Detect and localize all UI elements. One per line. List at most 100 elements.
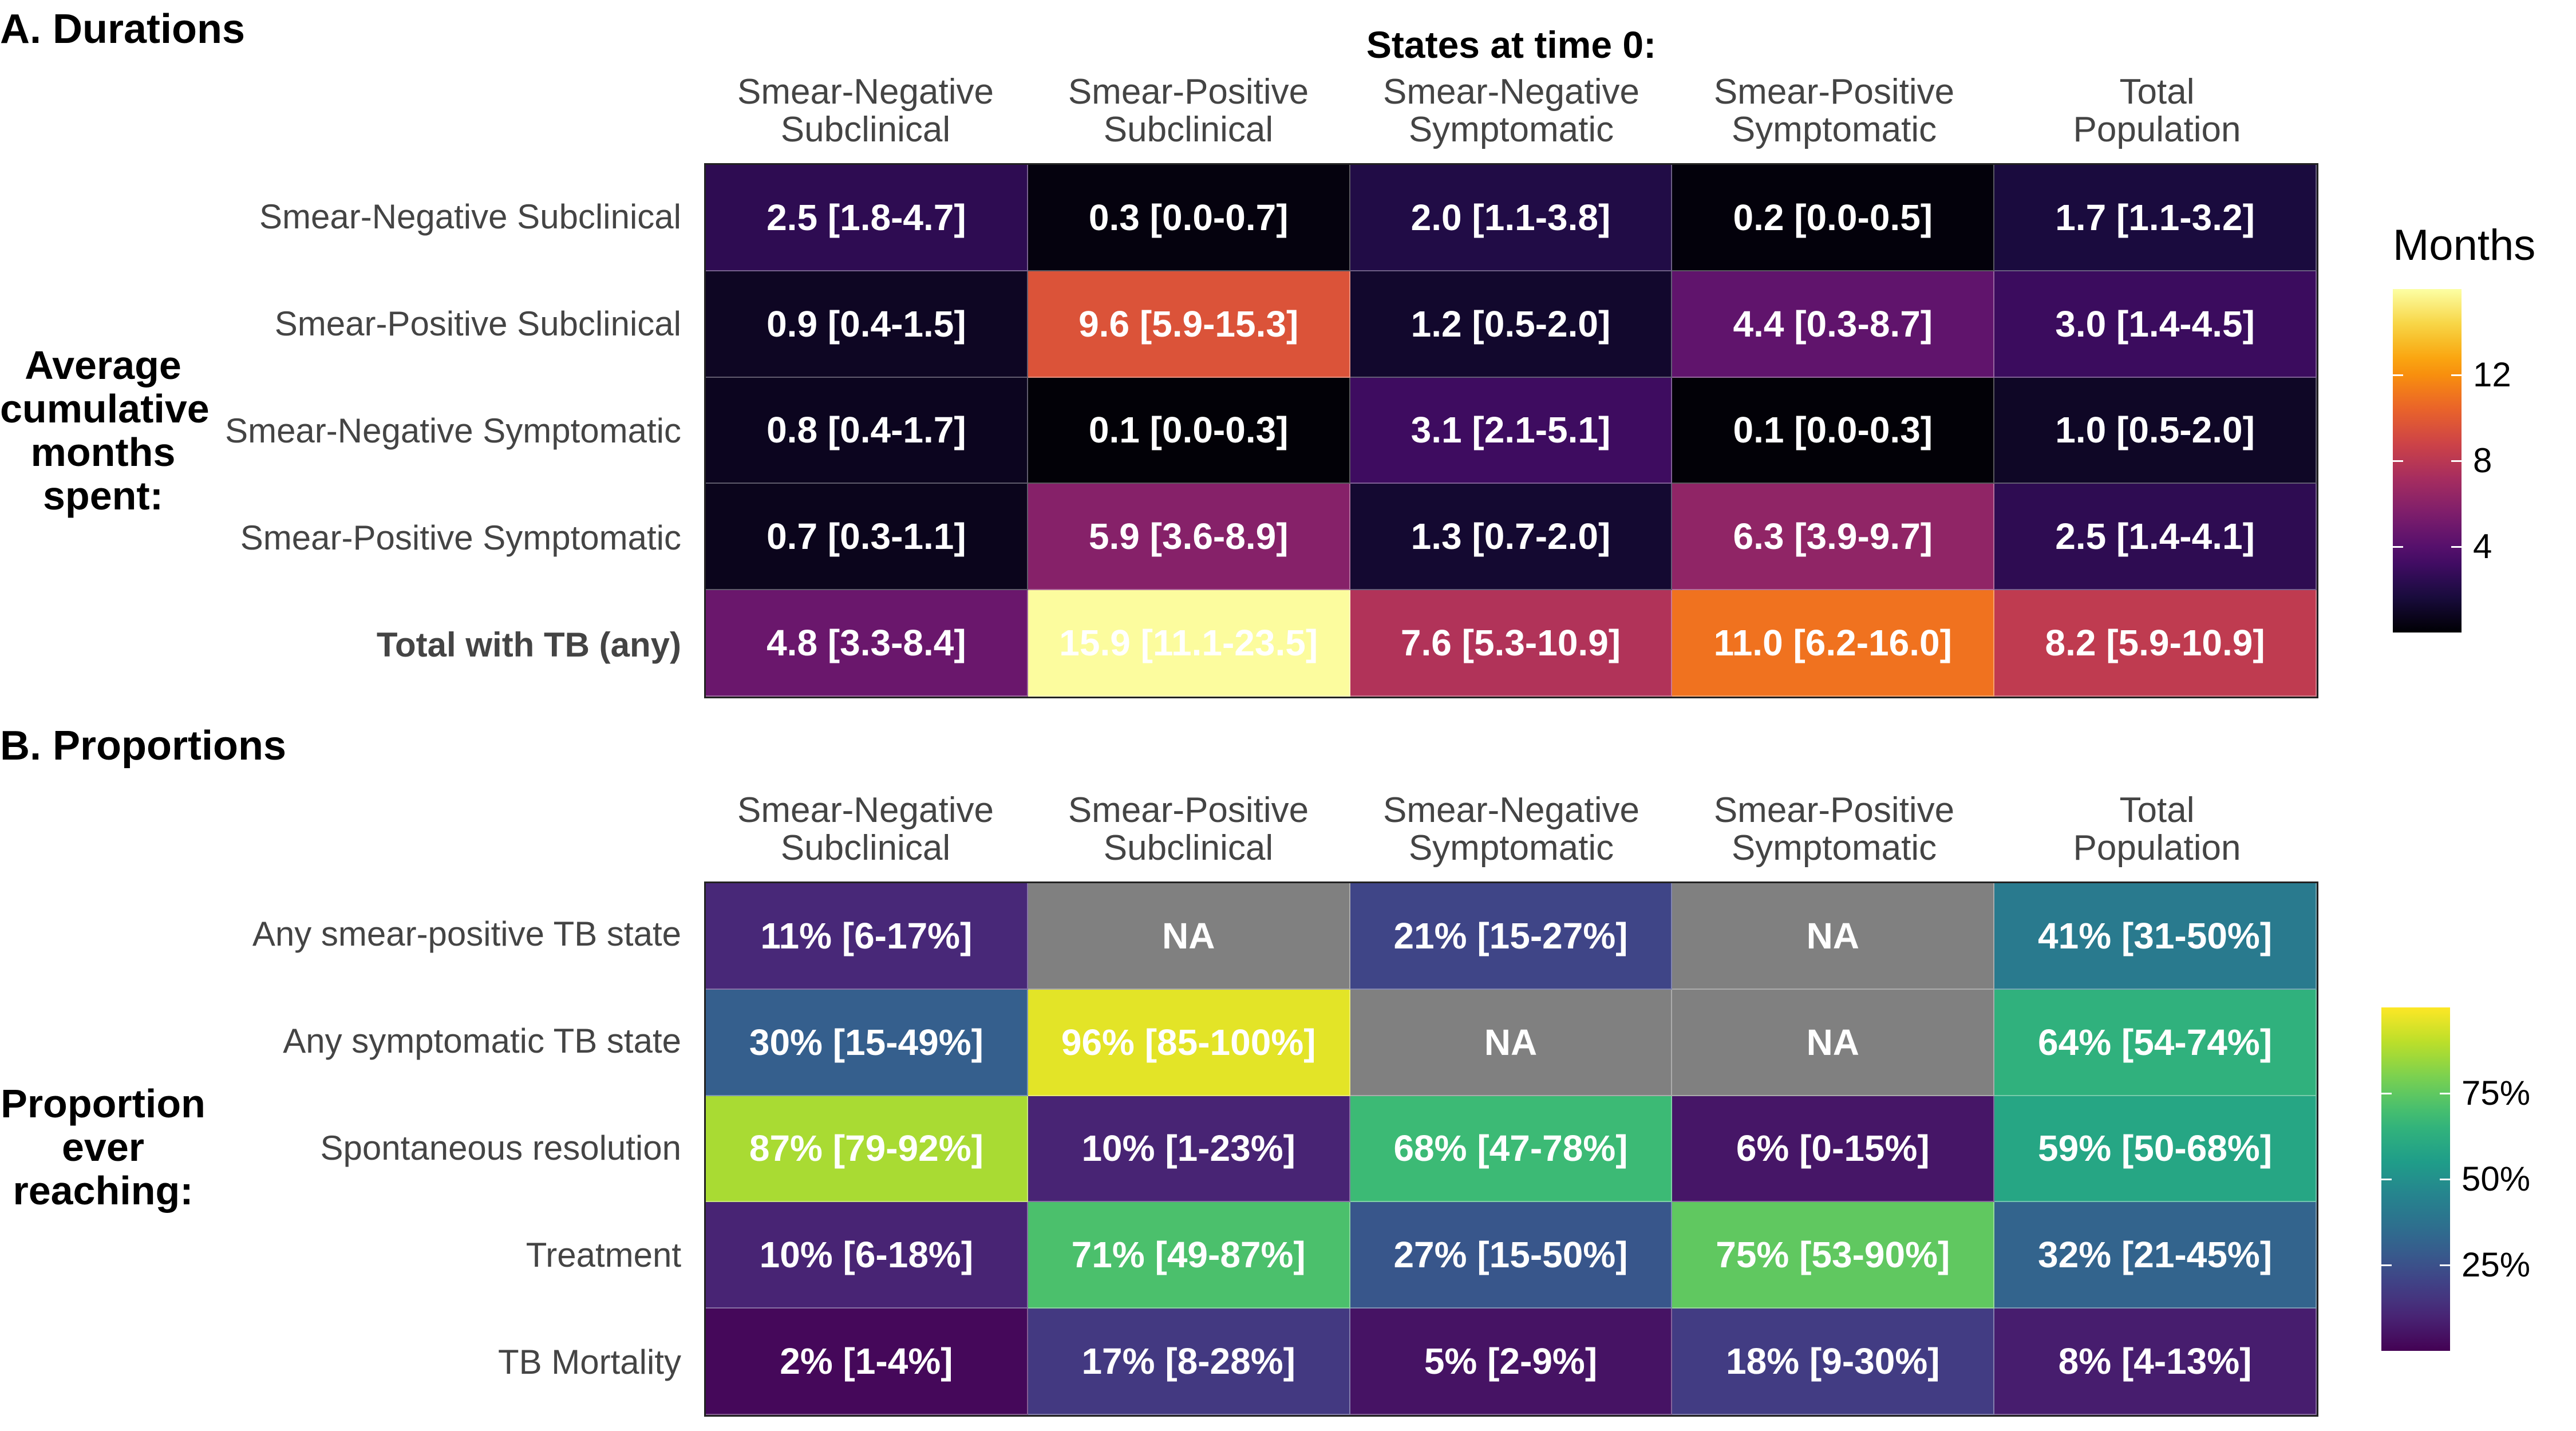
colorbar-tick (2451, 546, 2462, 548)
heatmap-cell-na: NA (1028, 883, 1350, 990)
colorbar-tick-label: 8 (2473, 441, 2492, 480)
legend-a-colorbar: 4 8 12 (2393, 289, 2511, 633)
heatmap-cell: 87% [79-92%] (706, 1096, 1028, 1203)
heatmap-cell: 3.1 [2.1-5.1] (1350, 377, 1673, 484)
heatmap-cell: 0.7 [0.3-1.1] (706, 484, 1028, 591)
panel-a-row-axis-label: Average cumulative months spent: (0, 343, 210, 518)
heatmap-cell: 4.4 [0.3-8.7] (1672, 271, 1995, 378)
panel-b-title: B. Proportions (0, 723, 286, 769)
heatmap-cell: 10% [1-23%] (1028, 1096, 1350, 1203)
states-at-time-0-header: States at time 0: (1366, 23, 1657, 66)
colorbar-gradient (2393, 289, 2462, 633)
heatmap-cell: 4.8 [3.3-8.4] (706, 590, 1028, 697)
colorbar-tick-label: 75% (2462, 1074, 2531, 1112)
heatmap-cell: 8% [4-13%] (1994, 1309, 2317, 1415)
colorbar-gradient (2381, 1007, 2450, 1351)
colorbar-tick (2393, 546, 2403, 548)
heatmap-cell: 30% [15-49%] (706, 989, 1028, 1096)
heatmap-cell: 7.6 [5.3-10.9] (1350, 590, 1673, 697)
heatmap-cell: 1.7 [1.1-3.2] (1994, 165, 2317, 271)
heatmap-cell: 2% [1-4%] (706, 1309, 1028, 1415)
heatmap-cell: 9.6 [5.9-15.3] (1028, 271, 1350, 378)
row-label: Smear-Positive Subclinical (274, 305, 681, 343)
proportions-heatmap: 11% [6-17%] NA 21% [15-27%] NA 41% [31-50%] 3… (704, 881, 2318, 1417)
heatmap-cell: 71% [49-87%] (1028, 1202, 1350, 1309)
heatmap-cell: 1.2 [0.5-2.0] (1350, 271, 1673, 378)
colorbar-tick-label: 50% (2462, 1160, 2531, 1198)
heatmap-cell: 68% [47-78%] (1350, 1096, 1673, 1203)
panel-b-column-headers: Smear-Negative Subclinical Smear-Positiv… (704, 787, 2318, 879)
column-header: Smear-Negative Subclinical (737, 790, 994, 868)
colorbar-tick-label: 4 (2473, 527, 2492, 566)
colorbar-tick-label: 25% (2462, 1246, 2531, 1284)
colorbar-tick-label: 12 (2473, 355, 2511, 394)
colorbar-tick (2393, 460, 2403, 462)
row-label: Spontaneous resolution (320, 1129, 681, 1167)
heatmap-cell: 32% [21-45%] (1994, 1202, 2317, 1309)
row-label: Any symptomatic TB state (283, 1022, 681, 1060)
colorbar-tick (2393, 374, 2403, 376)
heatmap-cell-na: NA (1672, 989, 1995, 1096)
heatmap-cell: 0.3 [0.0-0.7] (1028, 165, 1350, 271)
heatmap-cell: 8.2 [5.9-10.9] (1994, 590, 2317, 697)
row-label: Treatment (526, 1236, 681, 1274)
heatmap-cell: 3.0 [1.4-4.5] (1994, 271, 2317, 378)
colorbar-tick (2440, 1179, 2450, 1180)
row-label: Smear-Negative Subclinical (259, 197, 681, 236)
row-label: Smear-Positive Symptomatic (240, 519, 681, 557)
colorbar-tick (2381, 1264, 2392, 1266)
colorbar-tick (2440, 1264, 2450, 1266)
heatmap-cell: 0.2 [0.0-0.5] (1672, 165, 1995, 271)
legend-a-title: Months (2393, 221, 2536, 270)
heatmap-cell: 59% [50-68%] (1994, 1096, 2317, 1203)
panel-a-title: A. Durations (0, 6, 246, 52)
column-header: Smear-Positive Symptomatic (1713, 72, 1955, 149)
heatmap-cell: 2.5 [1.4-4.1] (1994, 484, 2317, 591)
heatmap-cell: 0.9 [0.4-1.5] (706, 271, 1028, 378)
heatmap-cell: 10% [6-18%] (706, 1202, 1028, 1309)
row-label: TB Mortality (497, 1343, 681, 1381)
panel-b-row-axis-label: Proportion ever reaching: (1, 1081, 206, 1213)
column-header: Smear-Negative Symptomatic (1383, 790, 1639, 868)
column-header: Smear-Positive Subclinical (1068, 790, 1309, 868)
heatmap-cell: 21% [15-27%] (1350, 883, 1673, 990)
heatmap-cell: 2.5 [1.8-4.7] (706, 165, 1028, 271)
heatmap-cell: 64% [54-74%] (1994, 989, 2317, 1096)
heatmap-cell: 1.3 [0.7-2.0] (1350, 484, 1673, 591)
heatmap-cell: 41% [31-50%] (1994, 883, 2317, 990)
row-label: Any smear-positive TB state (252, 915, 681, 953)
row-label-total: Total with TB (any) (376, 626, 681, 664)
heatmap-cell-na: NA (1672, 883, 1995, 990)
heatmap-cell: 0.1 [0.0-0.3] (1028, 377, 1350, 484)
colorbar-tick (2381, 1093, 2392, 1094)
heatmap-cell: 0.8 [0.4-1.7] (706, 377, 1028, 484)
heatmap-cell: 5.9 [3.6-8.9] (1028, 484, 1350, 591)
heatmap-cell: 0.1 [0.0-0.3] (1672, 377, 1995, 484)
column-header: Smear-Positive Symptomatic (1713, 790, 1955, 868)
column-header: Smear-Negative Symptomatic (1383, 72, 1639, 149)
heatmap-cell: 6% [0-15%] (1672, 1096, 1995, 1203)
heatmap-cell: 75% [53-90%] (1672, 1202, 1995, 1309)
row-label: Smear-Negative Symptomatic (225, 412, 681, 450)
heatmap-cell: 6.3 [3.9-9.7] (1672, 484, 1995, 591)
heatmap-cell: 11% [6-17%] (706, 883, 1028, 990)
colorbar-tick (2440, 1093, 2450, 1094)
colorbar-tick (2381, 1179, 2392, 1180)
heatmap-cell: 15.9 [11.1-23.5] (1028, 590, 1350, 697)
column-header: Smear-Positive Subclinical (1068, 72, 1309, 149)
colorbar-tick (2451, 374, 2462, 376)
heatmap-cell: 18% [9-30%] (1672, 1309, 1995, 1415)
heatmap-cell: 96% [85-100%] (1028, 989, 1350, 1096)
heatmap-cell: 27% [15-50%] (1350, 1202, 1673, 1309)
legend-b-colorbar: 25% 50% 75% (2381, 1007, 2530, 1351)
heatmap-cell: 17% [8-28%] (1028, 1309, 1350, 1415)
heatmap-cell: 1.0 [0.5-2.0] (1994, 377, 2317, 484)
panel-a-column-headers: Smear-Negative Subclinical Smear-Positiv… (704, 69, 2318, 160)
heatmap-cell-na: NA (1350, 989, 1673, 1096)
column-header: Smear-Negative Subclinical (737, 72, 994, 149)
heatmap-cell: 5% [2-9%] (1350, 1309, 1673, 1415)
heatmap-cell: 2.0 [1.1-3.8] (1350, 165, 1673, 271)
column-header: Total Population (2073, 72, 2241, 149)
durations-heatmap: 2.5 [1.8-4.7] 0.3 [0.0-0.7] 2.0 [1.1-3.8] 0… (704, 163, 2318, 698)
column-header: Total Population (2073, 790, 2241, 868)
